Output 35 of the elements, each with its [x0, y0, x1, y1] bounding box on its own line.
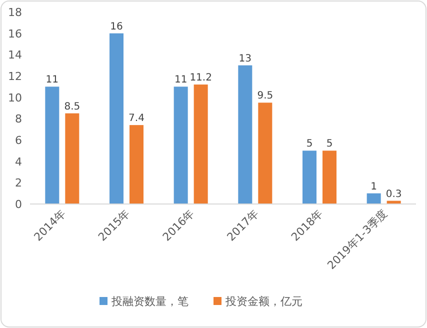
bar: [65, 113, 80, 204]
bar: [258, 102, 272, 204]
y-tick-label: 4: [15, 155, 22, 168]
data-label: 1: [370, 181, 378, 192]
data-label: 5: [306, 138, 313, 150]
data-label: 16: [110, 21, 123, 32]
bar: [110, 33, 124, 204]
data-label: 0.3: [386, 188, 402, 200]
data-label: 11.2: [190, 72, 212, 84]
bar: [302, 150, 316, 204]
bar: [174, 86, 188, 204]
data-label: 5: [326, 138, 333, 150]
bar: [130, 125, 144, 204]
data-label: 13: [238, 53, 252, 64]
data-label: 11: [174, 74, 188, 86]
y-tick-label: 12: [8, 70, 22, 83]
y-tick-label: 2: [15, 176, 22, 190]
bar: [238, 65, 252, 204]
data-label: 8.5: [64, 101, 80, 112]
y-tick-label: 6: [15, 134, 22, 147]
bar: [194, 84, 208, 204]
legend-label: 投资金额，亿元: [224, 295, 302, 308]
bar: [366, 193, 381, 204]
y-tick-label: 10: [8, 91, 22, 104]
bar: [45, 86, 60, 204]
data-label: 11: [46, 74, 59, 86]
bar: [322, 150, 336, 204]
y-tick-label: 14: [8, 48, 22, 62]
y-tick-label: 18: [8, 6, 22, 19]
data-label: 7.4: [128, 113, 144, 124]
y-tick-label: 8: [15, 112, 22, 126]
data-label: 9.5: [257, 90, 274, 102]
y-tick-label: 16: [8, 27, 22, 40]
legend-label: 投融资数量，笔: [110, 295, 188, 308]
y-tick-label: 0: [15, 198, 22, 211]
